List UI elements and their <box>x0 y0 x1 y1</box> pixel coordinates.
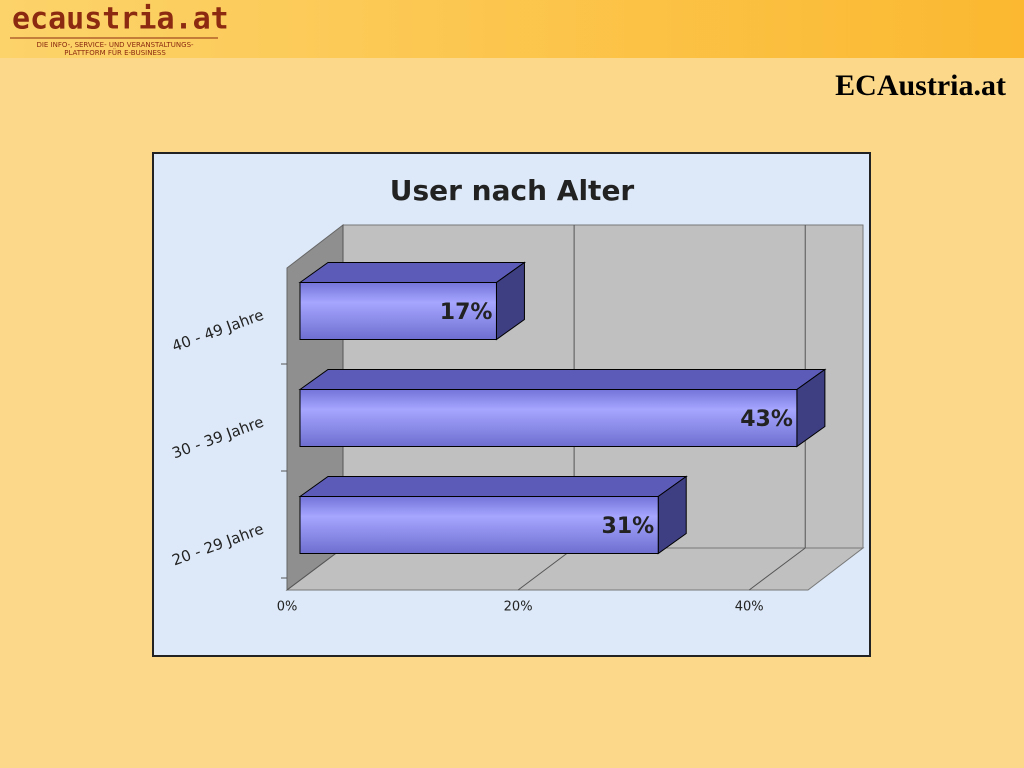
bar-front <box>299 496 659 554</box>
grid-line <box>286 547 344 591</box>
bar <box>298 368 827 448</box>
brand: ECAustria.at <box>835 69 1006 102</box>
bar-top <box>298 369 827 390</box>
grid-line <box>748 547 806 591</box>
bar <box>298 261 527 341</box>
bar-front <box>299 282 497 340</box>
value-label: 31% <box>602 514 655 539</box>
bar-front <box>299 389 798 447</box>
grid-line <box>517 547 575 591</box>
x-tick-label: 0% <box>277 600 298 615</box>
x-tick-label: 40% <box>735 600 764 615</box>
logo: ecaustria.at <box>12 2 229 37</box>
value-label: 43% <box>740 407 793 432</box>
bar-top <box>298 262 527 283</box>
value-label: 17% <box>440 300 493 325</box>
bar-top <box>298 476 688 497</box>
bar <box>298 475 688 555</box>
tagline: DIE INFO-, SERVICE- UND VERANSTALTUNGS- <box>36 41 194 49</box>
x-tick-label: 20% <box>504 600 533 615</box>
header-band <box>0 0 1024 58</box>
chart-title: User nach Alter <box>390 174 635 207</box>
tagline: PLATTFORM FÜR E-BUSINESS <box>64 48 166 57</box>
